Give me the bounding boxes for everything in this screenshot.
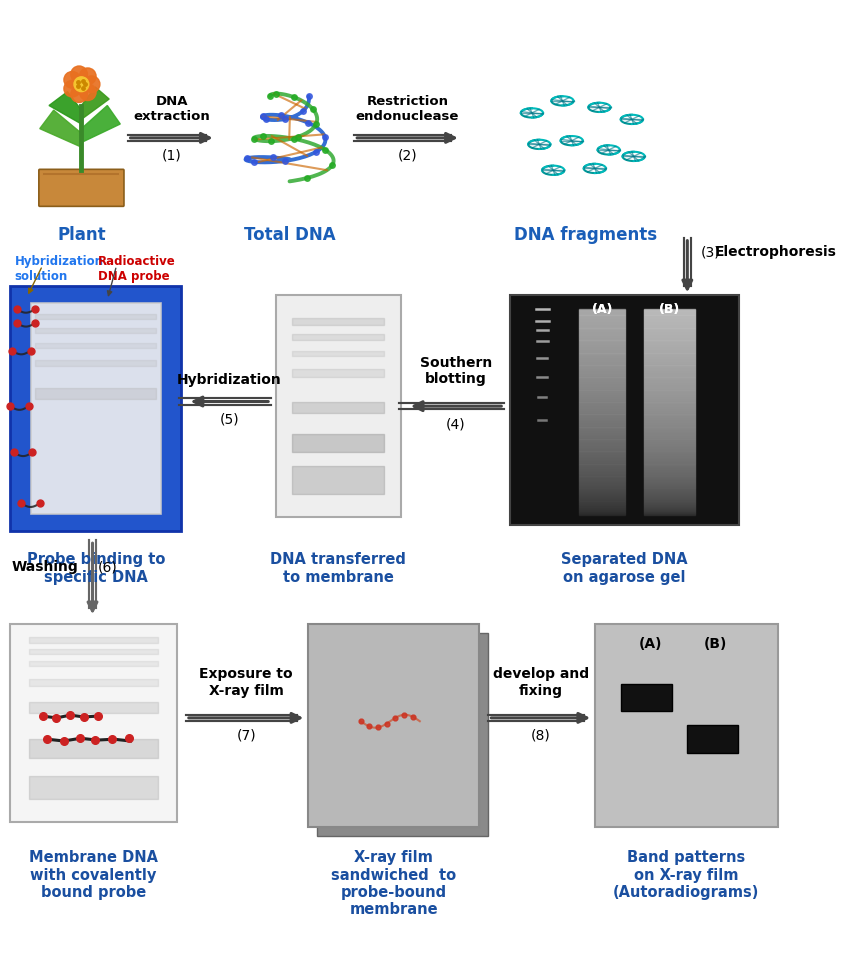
Bar — [595, 624, 778, 827]
Text: (7): (7) — [236, 729, 256, 743]
Text: Probe binding to
specific DNA: Probe binding to specific DNA — [26, 552, 165, 585]
Text: develop and
fixing: develop and fixing — [493, 667, 589, 697]
Text: (2): (2) — [398, 149, 417, 163]
Text: (4): (4) — [446, 417, 466, 431]
Text: Southern
blotting: Southern blotting — [420, 356, 492, 386]
Text: (B): (B) — [659, 303, 680, 315]
Polygon shape — [49, 92, 82, 124]
Bar — [308, 624, 479, 827]
Text: DNA transferred
to membrane: DNA transferred to membrane — [270, 552, 406, 585]
Text: (5): (5) — [219, 413, 239, 426]
Text: (1): (1) — [162, 149, 181, 163]
Text: (A): (A) — [592, 303, 613, 315]
Text: DNA fragments: DNA fragments — [514, 225, 657, 244]
Text: (3): (3) — [700, 246, 720, 259]
Circle shape — [74, 76, 88, 92]
Bar — [10, 286, 181, 531]
Bar — [688, 725, 738, 753]
Circle shape — [71, 66, 88, 82]
Bar — [275, 295, 400, 517]
Text: Membrane DNA
with covalently
bound probe: Membrane DNA with covalently bound probe — [29, 850, 158, 900]
Polygon shape — [82, 105, 120, 142]
Text: Separated DNA
on agarose gel: Separated DNA on agarose gel — [561, 552, 688, 585]
Circle shape — [79, 84, 96, 101]
Polygon shape — [82, 87, 109, 119]
Text: (6): (6) — [98, 560, 118, 574]
Text: Band patterns
on X-ray film
(Autoradiograms): Band patterns on X-ray film (Autoradiogr… — [613, 850, 760, 900]
Circle shape — [64, 72, 81, 88]
Circle shape — [64, 80, 81, 97]
Bar — [317, 632, 489, 836]
Circle shape — [79, 68, 96, 84]
Text: (B): (B) — [659, 303, 680, 315]
Text: Electrophoresis: Electrophoresis — [715, 246, 837, 259]
Text: X-ray film
sandwiched  to
probe-bound
membrane: X-ray film sandwiched to probe-bound mem… — [331, 850, 456, 918]
Text: Radioactive
DNA probe: Radioactive DNA probe — [98, 255, 176, 283]
Bar — [510, 295, 740, 524]
Bar — [31, 303, 161, 514]
Text: (B): (B) — [704, 637, 727, 652]
Text: DNA
extraction: DNA extraction — [133, 95, 210, 123]
Bar — [10, 624, 177, 822]
Circle shape — [71, 86, 88, 103]
Text: Restriction
endonuclease: Restriction endonuclease — [356, 95, 459, 123]
FancyBboxPatch shape — [39, 169, 124, 206]
Text: Hybridization: Hybridization — [177, 372, 282, 387]
Text: Exposure to
X-ray film: Exposure to X-ray film — [199, 667, 293, 697]
Text: (8): (8) — [530, 729, 551, 743]
Text: Total DNA: Total DNA — [244, 225, 336, 244]
Text: (A): (A) — [592, 303, 613, 315]
Text: Washing: Washing — [11, 560, 78, 574]
Text: Plant: Plant — [57, 225, 105, 244]
Bar — [620, 684, 672, 712]
Text: Hybridization
solution: Hybridization solution — [14, 255, 104, 283]
Circle shape — [83, 75, 100, 93]
Text: (A): (A) — [638, 637, 662, 652]
Polygon shape — [40, 110, 82, 147]
